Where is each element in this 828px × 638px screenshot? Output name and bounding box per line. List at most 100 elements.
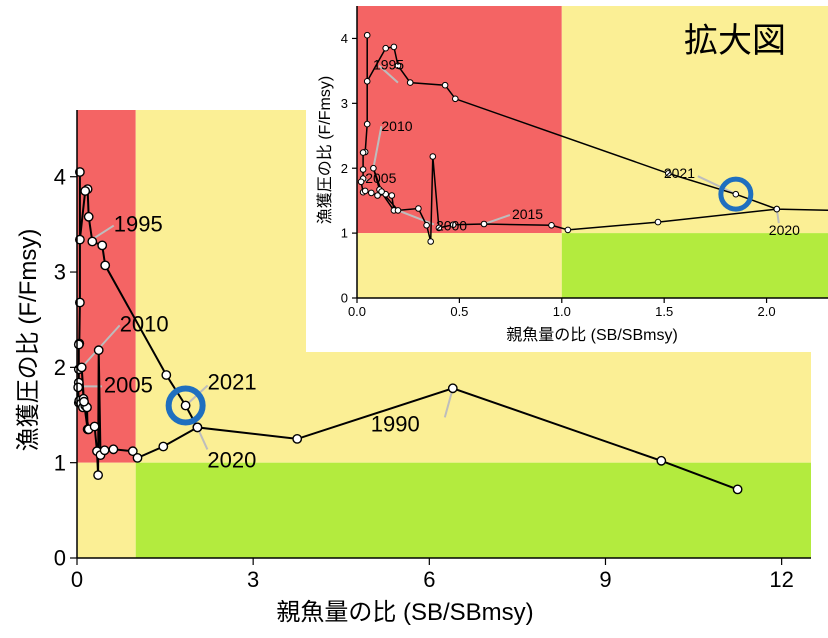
year-label: 2021 — [664, 165, 695, 181]
inset-year-labels: 1995 2010 2005 2000 2015 2021 2020 — [365, 57, 800, 239]
data-point — [415, 205, 422, 212]
x-tick-label: 9 — [599, 567, 611, 592]
data-point — [654, 218, 662, 226]
year-label: 2010 — [120, 311, 169, 336]
y-tick-label: 1 — [341, 226, 348, 241]
data-point — [100, 260, 111, 271]
data-point — [447, 383, 458, 394]
data-point — [79, 396, 89, 407]
inset-zone-caution-lower — [357, 233, 562, 298]
x-tick-label: 1.0 — [553, 304, 571, 319]
year-label: 2021 — [208, 369, 257, 394]
main-x-ticks: 0 3 6 9 12 — [71, 558, 794, 592]
main-highlight-ring — [165, 385, 206, 426]
inset-x-ticks: 0.0 0.5 1.0 1.5 2.0 — [348, 298, 776, 319]
data-point — [75, 234, 85, 245]
data-point — [357, 178, 365, 186]
data-point — [423, 222, 430, 229]
data-point — [390, 43, 398, 51]
label-leader — [443, 388, 454, 418]
data-point — [180, 400, 191, 411]
data-point — [87, 236, 98, 247]
main-y-axis-label: 漁獲圧の比 (F/Fmsy) — [15, 229, 42, 452]
year-label: 2000 — [436, 217, 467, 233]
year-label: 2015 — [512, 206, 543, 222]
data-point — [292, 433, 303, 444]
main-year-labels: 1995 2010 2005 2021 2020 1990 — [104, 212, 420, 473]
data-point — [378, 188, 385, 195]
label-leader — [378, 64, 399, 84]
data-point — [452, 95, 459, 103]
main-y-ticks: 0 1 2 3 4 — [54, 164, 77, 571]
x-tick-label: 0 — [71, 567, 83, 592]
data-point — [435, 224, 443, 232]
inset-label-leaders — [364, 64, 780, 226]
label-leader — [697, 175, 737, 196]
data-point — [406, 79, 414, 86]
data-point — [564, 226, 572, 234]
x-tick-label: 6 — [423, 567, 435, 592]
data-point — [83, 211, 94, 222]
data-point — [441, 81, 449, 89]
data-point — [394, 207, 402, 214]
y-tick-label: 4 — [341, 31, 348, 46]
x-tick-label: 12 — [769, 567, 793, 592]
inset-data-points — [357, 31, 781, 245]
data-point — [75, 297, 85, 308]
inset-zone-healthy — [561, 233, 828, 298]
data-point — [93, 345, 104, 356]
data-point — [363, 120, 371, 128]
x-tick-label: 0.0 — [348, 304, 366, 319]
y-tick-label: 3 — [54, 260, 66, 285]
data-point — [427, 238, 435, 245]
label-leader — [397, 209, 435, 226]
inset-highlight-ring — [718, 176, 754, 212]
main-x-axis-label: 親魚量の比 (SB/SBmsy) — [276, 599, 533, 626]
y-tick-label: 1 — [54, 450, 66, 475]
x-tick-label: 3 — [247, 567, 259, 592]
year-label: 1995 — [373, 57, 404, 73]
data-point — [480, 220, 488, 228]
data-point — [449, 221, 457, 228]
data-point — [656, 455, 667, 466]
inset-x-axis-label: 親魚量の比 (SB/SBmsy) — [506, 326, 678, 344]
data-point — [773, 205, 781, 213]
label-leader — [372, 126, 383, 169]
data-point — [161, 370, 172, 380]
data-point — [363, 31, 371, 39]
data-point — [382, 44, 390, 52]
data-point — [359, 149, 367, 156]
data-point — [361, 187, 369, 195]
data-point — [374, 192, 381, 199]
data-point — [93, 470, 104, 480]
y-tick-label: 4 — [54, 164, 66, 189]
x-tick-label: 0.5 — [450, 304, 468, 319]
data-point — [732, 190, 740, 198]
data-point — [394, 62, 402, 69]
year-label: 1990 — [371, 411, 420, 436]
main-data-points — [73, 167, 743, 495]
y-tick-label: 2 — [54, 355, 66, 380]
inset-y-ticks: 0 1 2 3 4 — [341, 31, 357, 306]
year-label: 2010 — [381, 118, 412, 134]
data-point — [132, 452, 143, 463]
x-tick-label: 1.5 — [655, 304, 673, 319]
data-point — [665, 170, 672, 177]
data-point — [73, 382, 84, 393]
y-tick-label: 2 — [341, 161, 348, 176]
data-point — [158, 441, 169, 452]
y-tick-label: 0 — [54, 546, 66, 571]
year-label: 2005 — [104, 372, 153, 397]
inset-zone-caution-upper — [561, 6, 828, 234]
data-point — [732, 484, 743, 495]
data-point — [80, 186, 91, 196]
main-zone-healthy — [135, 462, 812, 558]
inset-y-axis-label: 漁獲圧の比 (F/Fmsy) — [316, 76, 334, 224]
data-point — [363, 78, 371, 85]
data-point — [99, 445, 110, 456]
data-point — [388, 192, 396, 199]
inset-plot: 1995 2010 2005 2000 2015 2021 2020 0.0 0.5 1.0 1.… — [306, 0, 828, 352]
data-point — [76, 362, 87, 373]
